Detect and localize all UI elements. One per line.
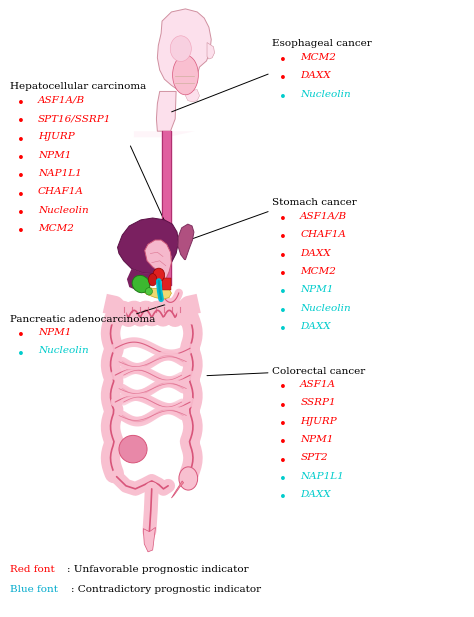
Text: MCM2: MCM2 <box>300 267 336 276</box>
Text: •: • <box>279 72 287 86</box>
Text: DAXX: DAXX <box>300 249 331 257</box>
Text: •: • <box>17 329 25 342</box>
Polygon shape <box>178 224 194 260</box>
Polygon shape <box>207 43 215 59</box>
Text: CHAF1A: CHAF1A <box>38 188 84 196</box>
Polygon shape <box>143 528 155 552</box>
Text: •: • <box>17 225 25 238</box>
Polygon shape <box>118 218 178 274</box>
Text: •: • <box>279 305 287 318</box>
Text: CHAF1A: CHAF1A <box>300 230 346 239</box>
Text: DAXX: DAXX <box>300 490 331 499</box>
Text: Red font: Red font <box>10 565 55 574</box>
Text: •: • <box>17 189 25 202</box>
Text: : Contradictory prognostic indicator: : Contradictory prognostic indicator <box>71 585 261 594</box>
Text: Stomach cancer: Stomach cancer <box>272 199 357 207</box>
Text: Nucleolin: Nucleolin <box>38 206 89 215</box>
Text: •: • <box>279 455 287 468</box>
Text: •: • <box>279 323 287 336</box>
Text: HJURP: HJURP <box>300 416 337 426</box>
Text: •: • <box>279 268 287 281</box>
Text: NPM1: NPM1 <box>38 328 71 337</box>
Polygon shape <box>172 481 183 498</box>
Text: NAP1L1: NAP1L1 <box>38 169 82 178</box>
Ellipse shape <box>153 268 164 281</box>
Text: DAXX: DAXX <box>300 322 331 331</box>
Polygon shape <box>127 269 157 290</box>
Text: SPT16/SSRP1: SPT16/SSRP1 <box>38 114 111 123</box>
Text: NAP1L1: NAP1L1 <box>300 472 344 481</box>
Text: •: • <box>279 473 287 486</box>
Text: •: • <box>279 400 287 413</box>
Text: •: • <box>17 207 25 220</box>
Ellipse shape <box>148 274 157 286</box>
Text: DAXX: DAXX <box>300 71 331 80</box>
Text: Hepatocellular carcinoma: Hepatocellular carcinoma <box>10 82 146 91</box>
Text: SSRP1: SSRP1 <box>300 399 336 407</box>
Text: NPM1: NPM1 <box>300 435 334 444</box>
Text: ASF1A: ASF1A <box>300 380 336 389</box>
Ellipse shape <box>119 436 147 463</box>
Text: •: • <box>279 91 287 104</box>
Text: •: • <box>17 152 25 165</box>
Text: Nucleolin: Nucleolin <box>300 89 351 99</box>
Text: ASF1A/B: ASF1A/B <box>300 212 347 221</box>
Text: •: • <box>17 97 25 110</box>
Text: •: • <box>279 286 287 299</box>
Text: NPM1: NPM1 <box>300 285 334 294</box>
Text: SPT2: SPT2 <box>300 453 328 462</box>
Text: Blue font: Blue font <box>10 585 58 594</box>
Text: •: • <box>279 381 287 394</box>
Text: Esophageal cancer: Esophageal cancer <box>272 39 372 49</box>
Text: •: • <box>279 418 287 431</box>
Text: NPM1: NPM1 <box>38 151 71 160</box>
Text: Pancreatic adenocarcinoma: Pancreatic adenocarcinoma <box>10 315 155 323</box>
Text: •: • <box>279 491 287 504</box>
Text: Nucleolin: Nucleolin <box>300 304 351 313</box>
Ellipse shape <box>146 288 153 295</box>
Text: •: • <box>17 115 25 128</box>
Ellipse shape <box>179 467 198 490</box>
Text: •: • <box>279 436 287 449</box>
Ellipse shape <box>170 36 191 62</box>
Polygon shape <box>185 89 200 102</box>
Polygon shape <box>145 240 172 279</box>
Text: : Unfavorable prognostic indicator: : Unfavorable prognostic indicator <box>67 565 248 574</box>
Text: •: • <box>17 134 25 147</box>
Text: •: • <box>17 170 25 183</box>
Text: ASF1A/B: ASF1A/B <box>38 96 85 105</box>
Polygon shape <box>141 286 172 299</box>
Text: Colorectal cancer: Colorectal cancer <box>272 366 365 376</box>
Bar <box>162 278 172 290</box>
Text: •: • <box>279 54 287 67</box>
Text: •: • <box>279 213 287 226</box>
Polygon shape <box>134 131 195 138</box>
Text: •: • <box>279 250 287 263</box>
Text: MCM2: MCM2 <box>38 224 74 233</box>
Text: •: • <box>17 347 25 360</box>
Text: HJURP: HJURP <box>38 133 75 141</box>
Text: MCM2: MCM2 <box>300 53 336 62</box>
Ellipse shape <box>173 55 198 95</box>
Ellipse shape <box>132 275 150 292</box>
Polygon shape <box>156 91 176 131</box>
Text: •: • <box>279 231 287 244</box>
Polygon shape <box>157 9 211 91</box>
Text: Nucleolin: Nucleolin <box>38 346 89 355</box>
